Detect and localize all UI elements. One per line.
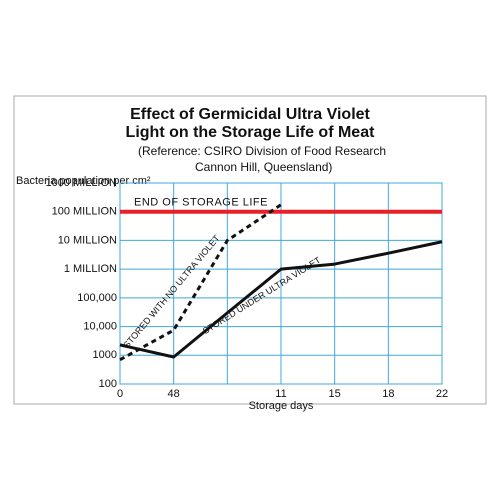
x-tick-label: 0 <box>117 388 123 400</box>
series-label: STORED UNDER ULTRA VIOLET <box>201 255 323 336</box>
y-tick-label: 1000 MILLION <box>45 177 117 189</box>
y-tick-label: 10 MILLION <box>58 234 117 246</box>
x-tick-label: 22 <box>436 388 448 400</box>
annotation: END OF STORAGE LIFE <box>134 197 268 209</box>
frame <box>13 95 487 405</box>
series-line <box>119 240 443 359</box>
y-tick-label: 1000 <box>93 349 117 361</box>
y-axis-label: Bacteria population per cm² <box>16 175 151 187</box>
series-line <box>119 203 282 362</box>
x-tick-label: 48 <box>168 388 180 400</box>
y-tick-label: 100,000 <box>77 292 117 304</box>
subtitle: Cannon Hill, Queensland) <box>195 160 332 174</box>
x-axis-label: Storage days <box>249 400 314 412</box>
y-tick-label: 10,000 <box>83 320 117 332</box>
subtitle: (Reference: CSIRO Division of Food Resea… <box>138 144 386 158</box>
chart-title: Effect of Germicidal Ultra Violet <box>130 106 370 123</box>
y-tick-label: 100 <box>99 378 117 390</box>
y-tick-label: 100 MILLION <box>52 206 117 218</box>
x-tick-label: 18 <box>382 388 394 400</box>
chart-title: Light on the Storage Life of Meat <box>126 124 376 141</box>
y-tick-label: 1 MILLION <box>64 263 117 275</box>
x-tick-label: 15 <box>329 388 341 400</box>
x-tick-label: 11 <box>275 388 286 400</box>
